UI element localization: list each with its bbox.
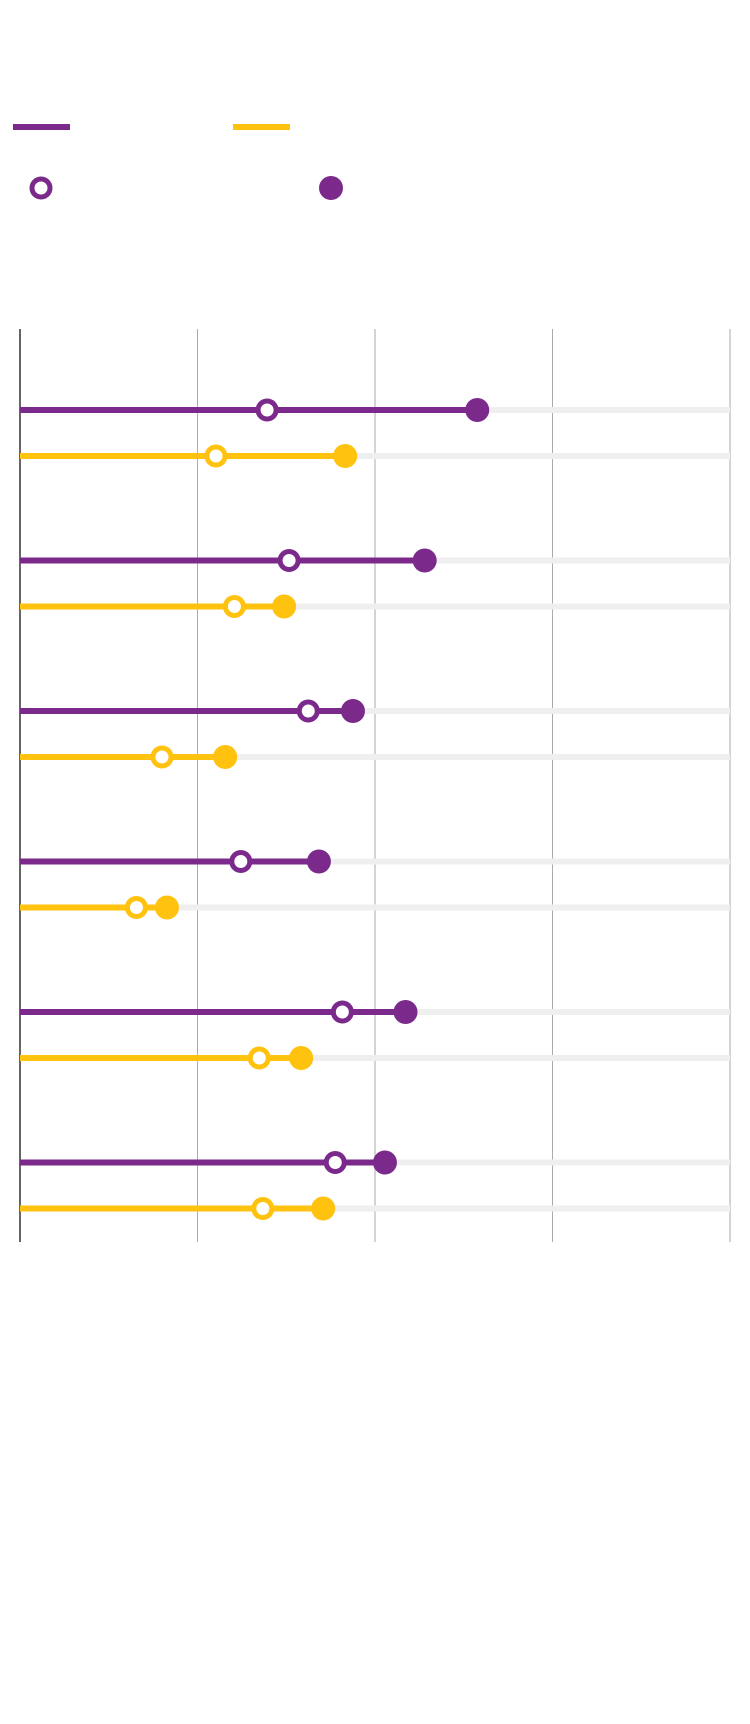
legend-filled-marker <box>319 176 343 200</box>
start-marker <box>323 1151 347 1174</box>
end-marker <box>311 1196 336 1221</box>
start-marker <box>251 1197 275 1220</box>
end-marker <box>154 895 179 920</box>
end-marker <box>340 699 365 723</box>
end-marker <box>289 1046 314 1070</box>
end-marker <box>372 1150 397 1175</box>
start-marker <box>296 699 320 723</box>
start-marker <box>277 549 301 572</box>
end-marker <box>393 1000 418 1024</box>
end-marker <box>465 398 490 422</box>
start-marker <box>330 1000 354 1024</box>
start-marker <box>247 1046 271 1070</box>
legend-open-marker <box>29 176 53 200</box>
start-marker <box>255 398 279 422</box>
end-marker <box>306 849 331 874</box>
start-marker <box>150 745 174 769</box>
end-marker <box>213 745 238 769</box>
end-marker <box>412 548 437 573</box>
start-marker <box>229 850 253 873</box>
start-marker <box>222 595 246 618</box>
start-marker <box>204 444 228 468</box>
start-marker <box>124 896 148 919</box>
end-marker <box>272 594 297 619</box>
end-marker <box>333 444 358 468</box>
